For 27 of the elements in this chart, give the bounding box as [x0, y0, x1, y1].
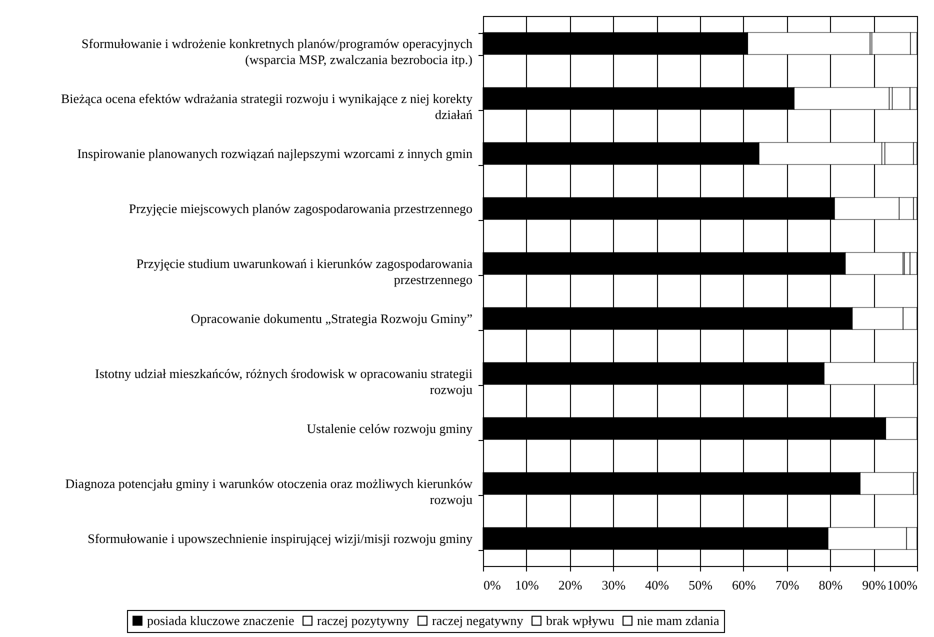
legend-label: raczej negatywny — [432, 612, 524, 628]
legend-label: posiada kluczowe znaczenie — [147, 612, 294, 628]
y-tick-label: Inspirowanie planowanych rozwiązań najlepszymi wzorcami z innych gmin — [77, 146, 473, 161]
x-tick-label: 10% — [514, 578, 539, 592]
y-tick-label: Opracowanie dokumentu „Strategia Rozwoju Gminy” — [190, 311, 473, 326]
y-tick-label: Ustalenie celów rozwoju gminy — [306, 421, 473, 436]
legend-label: nie mam zdania — [637, 612, 720, 628]
x-tick-label: 80% — [818, 578, 843, 592]
y-tick-label: Sformułowanie i upowszechnienie inspirującej wizji/misji rozwoju gminy — [88, 531, 473, 546]
x-tick-label: 20% — [558, 578, 582, 592]
y-tick-label: Przyjęcie studium uwarunkowań i kierunków zagospodarowania przestrzennego — [136, 256, 473, 287]
x-tick-label: 50% — [688, 578, 713, 592]
x-tick-label: 40% — [645, 578, 670, 592]
legend-label: raczej pozytywny — [317, 612, 410, 628]
x-tick-label: 90% — [862, 578, 886, 592]
x-tick-label: 60% — [732, 578, 756, 592]
x-tick-label: 30% — [602, 578, 626, 592]
y-tick-label: Istotny udział mieszkańców, różnych środowisk w opracowaniu strategii rozwoju — [94, 366, 473, 397]
y-tick-label: Diagnoza potencjału gminy i warunków otoczenia oraz możliwych kierunków rozwoju — [65, 476, 474, 507]
y-tick-label: Przyjęcie miejscowych planów zagospodarowania przestrzennego — [128, 201, 472, 216]
x-tick-label: 70% — [775, 578, 800, 592]
x-tick-label: 100% — [887, 578, 918, 592]
y-tick-label: Sformułowanie i wdrożenie konkretnych planów/programów operacyjnych (wsparcia MSP, zwalczania bezrobocia itp.) — [82, 36, 473, 67]
x-tick-label: 0% — [484, 578, 501, 592]
legend-label: brak wpływu — [546, 612, 615, 628]
y-tick-label: Bieżąca ocena efektów wdrażania strategii rozwoju i wynikające z niej korekty działań — [61, 91, 473, 122]
bar — [884, 142, 914, 165]
